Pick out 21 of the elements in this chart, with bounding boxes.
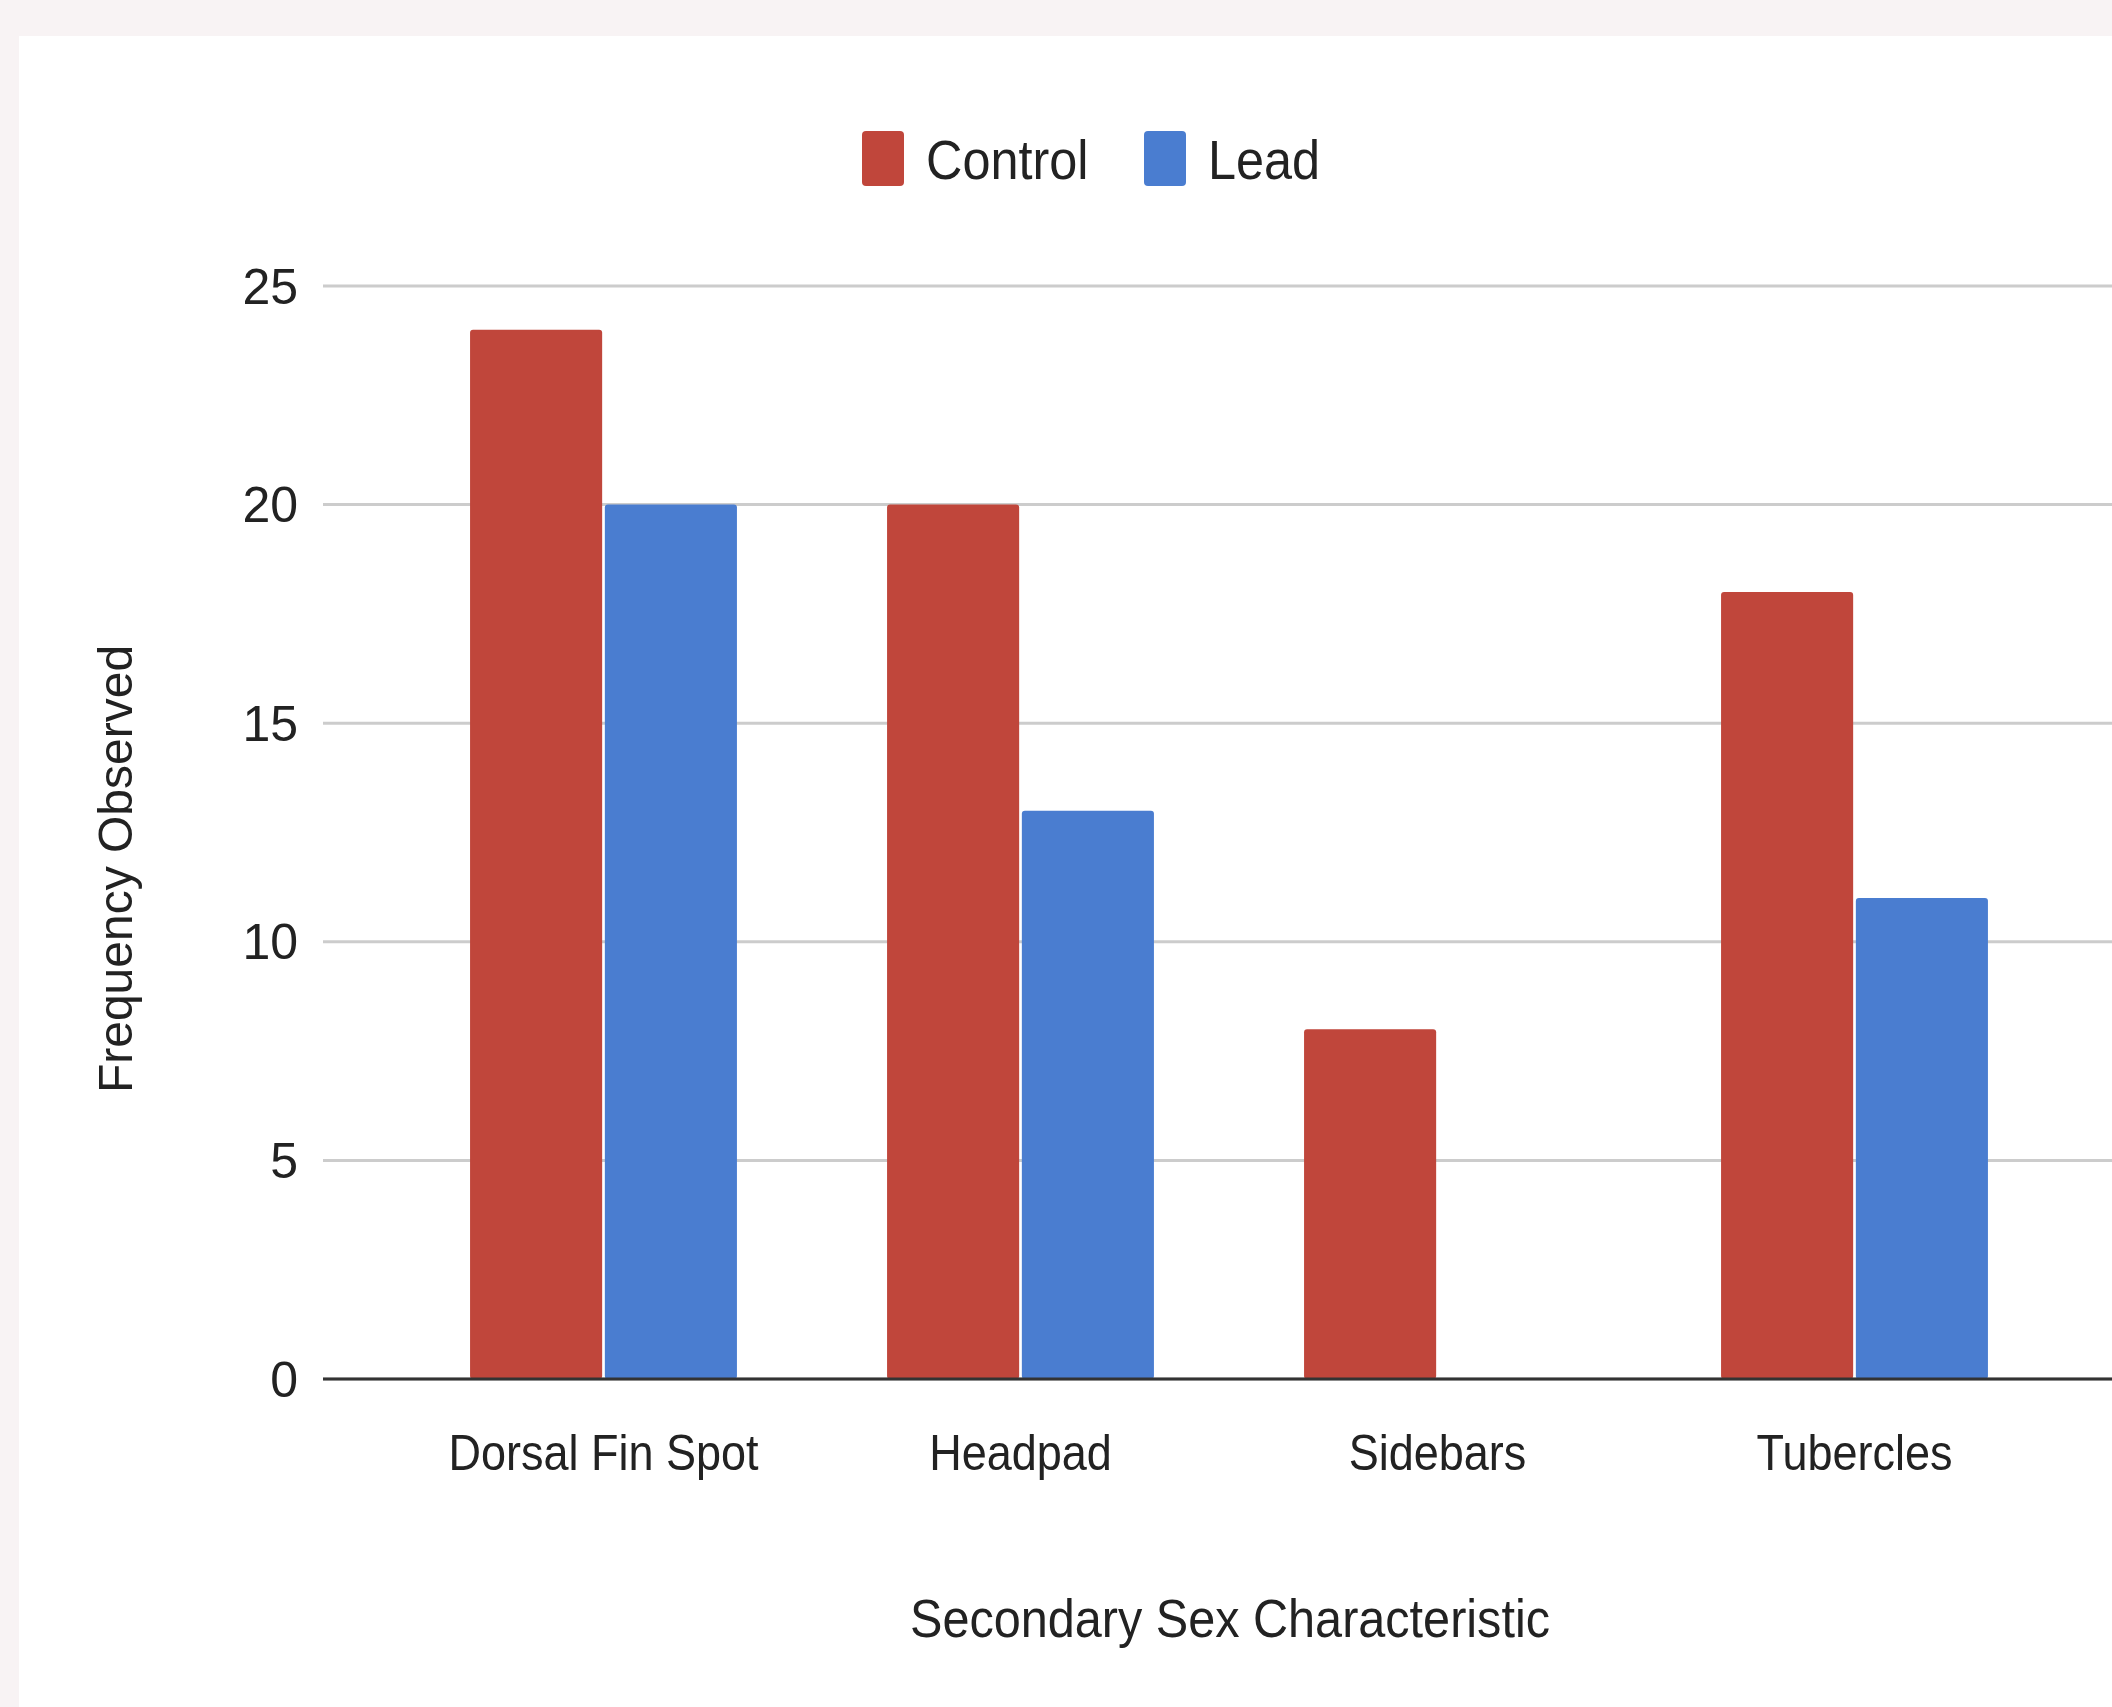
bar [470,329,603,1379]
bar [1021,810,1154,1379]
legend-label: Lead [1208,128,1321,191]
y-tick-label: 0 [270,1351,298,1408]
y-tick-label: 10 [242,914,298,971]
legend-label: Control [926,128,1089,191]
y-axis-title: Frequency Observed [89,644,142,1094]
y-tick-label: 5 [270,1132,298,1189]
bar [1721,592,1854,1379]
x-axis-title: Secondary Sex Characteristic [909,1587,1551,1649]
x-tick-label: Dorsal Fin Spot [448,1424,759,1481]
bar [1855,898,1988,1379]
x-tick-label: Headpad [929,1424,1112,1481]
bar [887,504,1020,1379]
bar [1304,1029,1437,1379]
x-tick-label: Sidebars [1348,1424,1527,1481]
x-tick-label: Tubercles [1756,1424,1953,1481]
y-tick-label: 25 [242,258,298,315]
bar [604,504,737,1379]
y-tick-label: 20 [242,477,298,534]
y-tick-label: 15 [242,695,298,752]
